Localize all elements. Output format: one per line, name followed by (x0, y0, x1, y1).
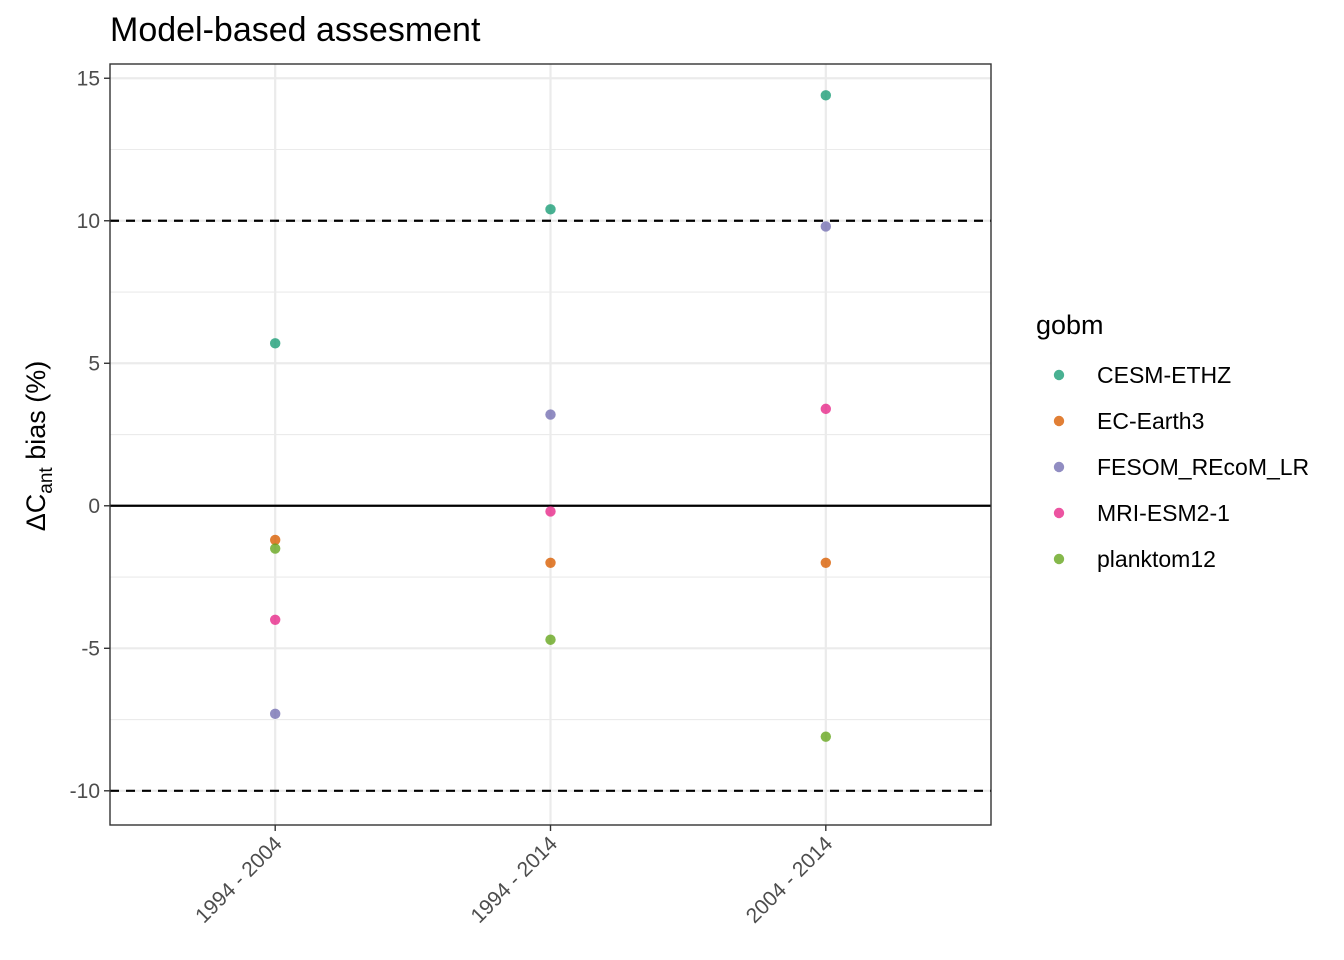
plot-panel (109, 63, 992, 826)
data-point (269, 338, 281, 349)
y-axis: 15 10 5 0 -5 -10 (70, 67, 110, 803)
data-point (269, 614, 281, 625)
data-point (820, 221, 832, 232)
x-tick-label: 1994 - 2004 (191, 832, 287, 928)
x-tick-label: 1994 - 2014 (466, 832, 562, 928)
data-point (545, 204, 556, 215)
y-tick-label: 10 (77, 210, 100, 233)
legend-label: planktom12 (1097, 546, 1216, 572)
legend-label: EC-Earth3 (1097, 408, 1204, 434)
data-points (269, 90, 832, 742)
y-axis-title-subscript: ant (36, 467, 57, 494)
legend-label: MRI-ESM2-1 (1097, 500, 1230, 526)
legend-title: gobm (1036, 310, 1104, 340)
y-axis-title-main: ΔC (21, 494, 51, 532)
data-point (820, 731, 832, 742)
y-axis-title-suffix: bias (%) (21, 361, 51, 468)
legend-key (1053, 461, 1065, 473)
legend-key (1053, 553, 1065, 565)
data-point (545, 557, 556, 568)
data-point (269, 708, 281, 720)
legend-items: CESM-ETHZ EC-Earth3 FESOM_REcoM_LR MRI-ESM2… (1053, 362, 1309, 572)
chart-title: Model-based assesment (110, 11, 481, 49)
legend-key (1053, 415, 1065, 427)
data-point (269, 543, 281, 554)
legend-label: FESOM_REcoM_LR (1097, 454, 1309, 480)
y-tick-label: 0 (88, 495, 100, 518)
y-tick-label: 15 (77, 67, 100, 90)
y-tick-label: 5 (88, 352, 100, 375)
data-point (269, 534, 281, 546)
legend-label: CESM-ETHZ (1097, 362, 1231, 388)
data-point (545, 409, 556, 420)
x-tick-label: 2004 - 2014 (742, 832, 838, 928)
y-tick-label: -10 (70, 780, 100, 803)
data-point (545, 634, 556, 645)
data-point (820, 557, 832, 568)
legend: gobm CESM-ETHZ EC-Earth3 FESOM_REcoM_LR MRI… (1036, 310, 1309, 572)
legend-key (1053, 507, 1065, 519)
x-axis: 1994 - 2004 1994 - 2014 2004 - 2014 (191, 825, 838, 928)
data-point (545, 506, 556, 517)
data-point (820, 403, 832, 415)
reference-lines (110, 219, 991, 792)
y-tick-label: -5 (81, 637, 100, 660)
data-point (820, 90, 832, 101)
legend-key (1053, 369, 1065, 381)
y-axis-title: ΔCant bias (%) (21, 361, 57, 532)
